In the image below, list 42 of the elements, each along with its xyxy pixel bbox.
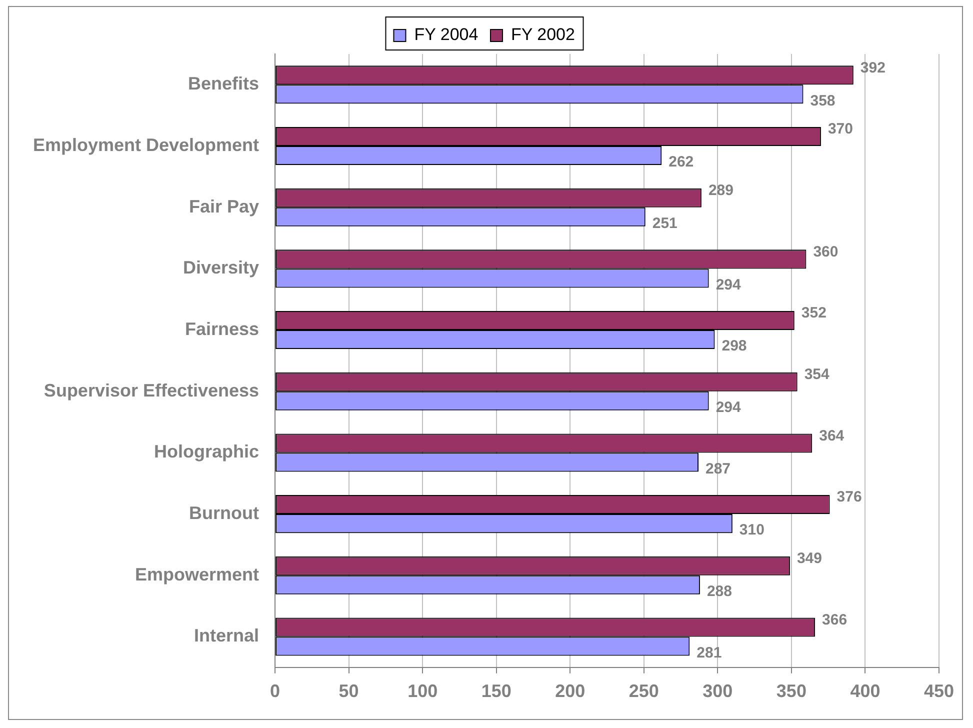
y-tick-label: Fairness: [185, 319, 260, 339]
x-tick-label: 200: [555, 681, 586, 702]
data-label: 370: [828, 120, 853, 138]
x-tick-label: 100: [408, 681, 438, 702]
data-label: 288: [706, 583, 732, 600]
x-tick-label: 150: [481, 681, 512, 702]
data-label: 349: [796, 550, 822, 568]
legend-label: FY 2004: [414, 25, 478, 44]
data-label: 358: [810, 92, 836, 110]
data-label: 376: [836, 488, 862, 506]
x-tick-label: 400: [850, 681, 880, 702]
data-label: 262: [668, 154, 694, 171]
data-label: 289: [708, 182, 734, 199]
data-label: 360: [813, 243, 838, 260]
data-label: 281: [696, 644, 722, 662]
data-label: 354: [804, 366, 830, 384]
data-label: 352: [801, 304, 826, 322]
y-tick-label: Burnout: [189, 503, 260, 524]
data-label: 294: [716, 399, 742, 416]
x-tick-label: 0: [270, 681, 280, 702]
data-label: 366: [822, 611, 848, 628]
data-label: 364: [819, 427, 845, 444]
x-tick-label: 250: [628, 681, 659, 702]
data-label: 287: [705, 460, 731, 478]
data-label: 392: [860, 59, 886, 76]
x-tick-label: 50: [338, 681, 359, 702]
y-tick-label: Holographic: [154, 442, 260, 462]
data-label: 251: [652, 215, 678, 232]
legend-label: FY 2002: [511, 25, 575, 44]
x-tick-label: 450: [924, 681, 954, 702]
data-label: 294: [716, 276, 742, 294]
y-tick-label: Diversity: [183, 258, 260, 278]
y-tick-label: Supervisor Effectiveness: [44, 380, 260, 400]
y-tick-label: Fair Pay: [189, 196, 260, 216]
x-tick-label: 300: [702, 681, 733, 702]
y-tick-label: Empowerment: [135, 564, 260, 584]
y-tick-label: Benefits: [188, 74, 260, 94]
x-tick-label: 350: [776, 681, 806, 702]
data-label: 298: [722, 338, 747, 355]
y-tick-label: Employment Development: [33, 134, 260, 155]
y-tick-label: Internal: [194, 626, 260, 646]
data-label: 310: [739, 522, 764, 539]
